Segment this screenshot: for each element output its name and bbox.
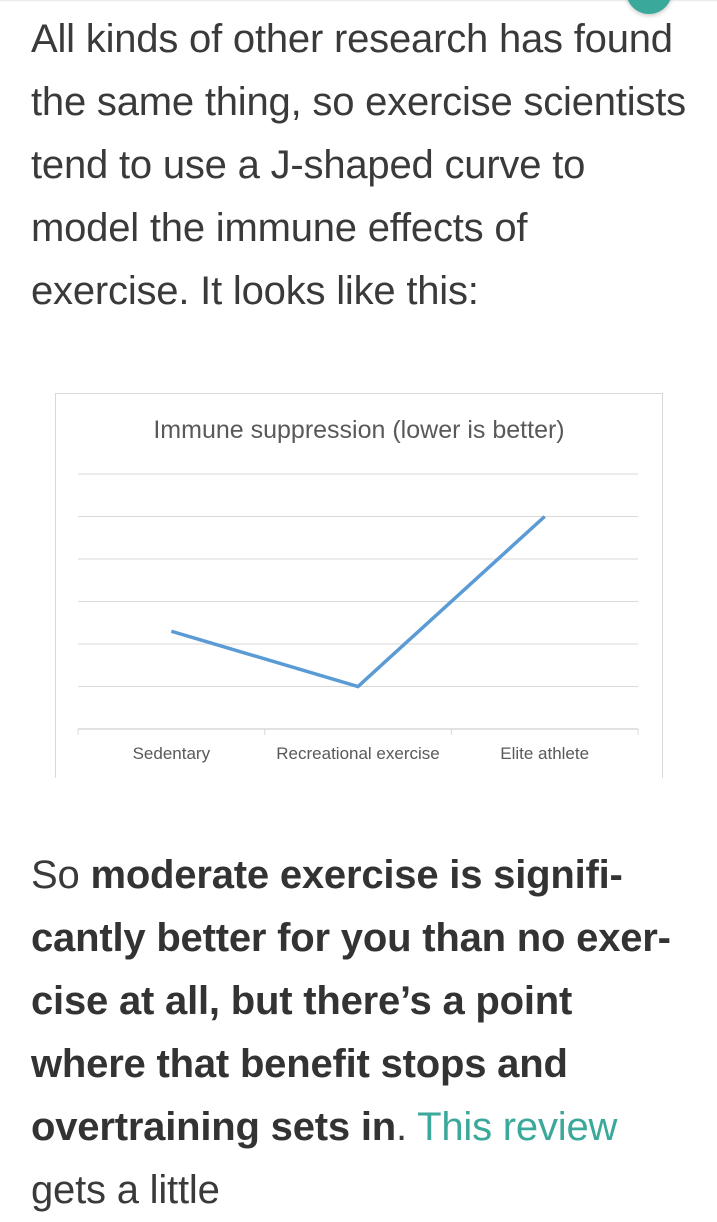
review-link[interactable]: This review bbox=[417, 1105, 617, 1149]
x-tick-label: Recreational exercise bbox=[276, 744, 439, 763]
top-bar-shadow bbox=[0, 0, 717, 2]
paragraph-lead-text: So bbox=[31, 853, 90, 897]
chart-title: Immune suppression (lower is better) bbox=[153, 416, 564, 444]
paragraph-after-bold: . bbox=[396, 1105, 417, 1149]
paragraph-tail-text: gets a little bbox=[31, 1168, 220, 1212]
chart-frame: Immune suppression (lower is better) Sede… bbox=[55, 393, 663, 778]
article-paragraph-intro: All kinds of other research has found th… bbox=[31, 8, 691, 323]
x-tick-label: Sedentary bbox=[133, 744, 211, 763]
article-paragraph-conclusion: So moderate exercise is signifi-cantly b… bbox=[31, 844, 691, 1222]
x-tick-label: Elite athlete bbox=[500, 744, 589, 763]
immune-suppression-chart: Immune suppression (lower is better) Sede… bbox=[56, 394, 662, 778]
